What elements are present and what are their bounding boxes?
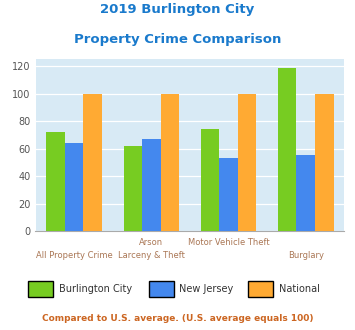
Bar — [238, 94, 256, 231]
Bar — [124, 146, 142, 231]
Text: Burlington City: Burlington City — [59, 284, 132, 294]
Bar — [160, 94, 179, 231]
Bar — [83, 94, 102, 231]
Bar — [278, 68, 296, 231]
Text: Compared to U.S. average. (U.S. average equals 100): Compared to U.S. average. (U.S. average … — [42, 314, 313, 323]
Text: Arson: Arson — [139, 238, 163, 247]
Text: Motor Vehicle Theft: Motor Vehicle Theft — [188, 238, 269, 247]
Text: All Property Crime: All Property Crime — [36, 251, 113, 260]
Bar — [315, 94, 334, 231]
Text: Burglary: Burglary — [288, 251, 324, 260]
Bar — [201, 129, 219, 231]
Text: 2019 Burlington City: 2019 Burlington City — [100, 3, 255, 16]
Text: New Jersey: New Jersey — [179, 284, 234, 294]
Bar — [296, 155, 315, 231]
Bar — [219, 158, 238, 231]
Text: Larceny & Theft: Larceny & Theft — [118, 251, 185, 260]
Text: Property Crime Comparison: Property Crime Comparison — [74, 33, 281, 46]
Bar — [65, 143, 83, 231]
Bar — [142, 139, 160, 231]
Text: National: National — [279, 284, 320, 294]
Bar — [46, 132, 65, 231]
